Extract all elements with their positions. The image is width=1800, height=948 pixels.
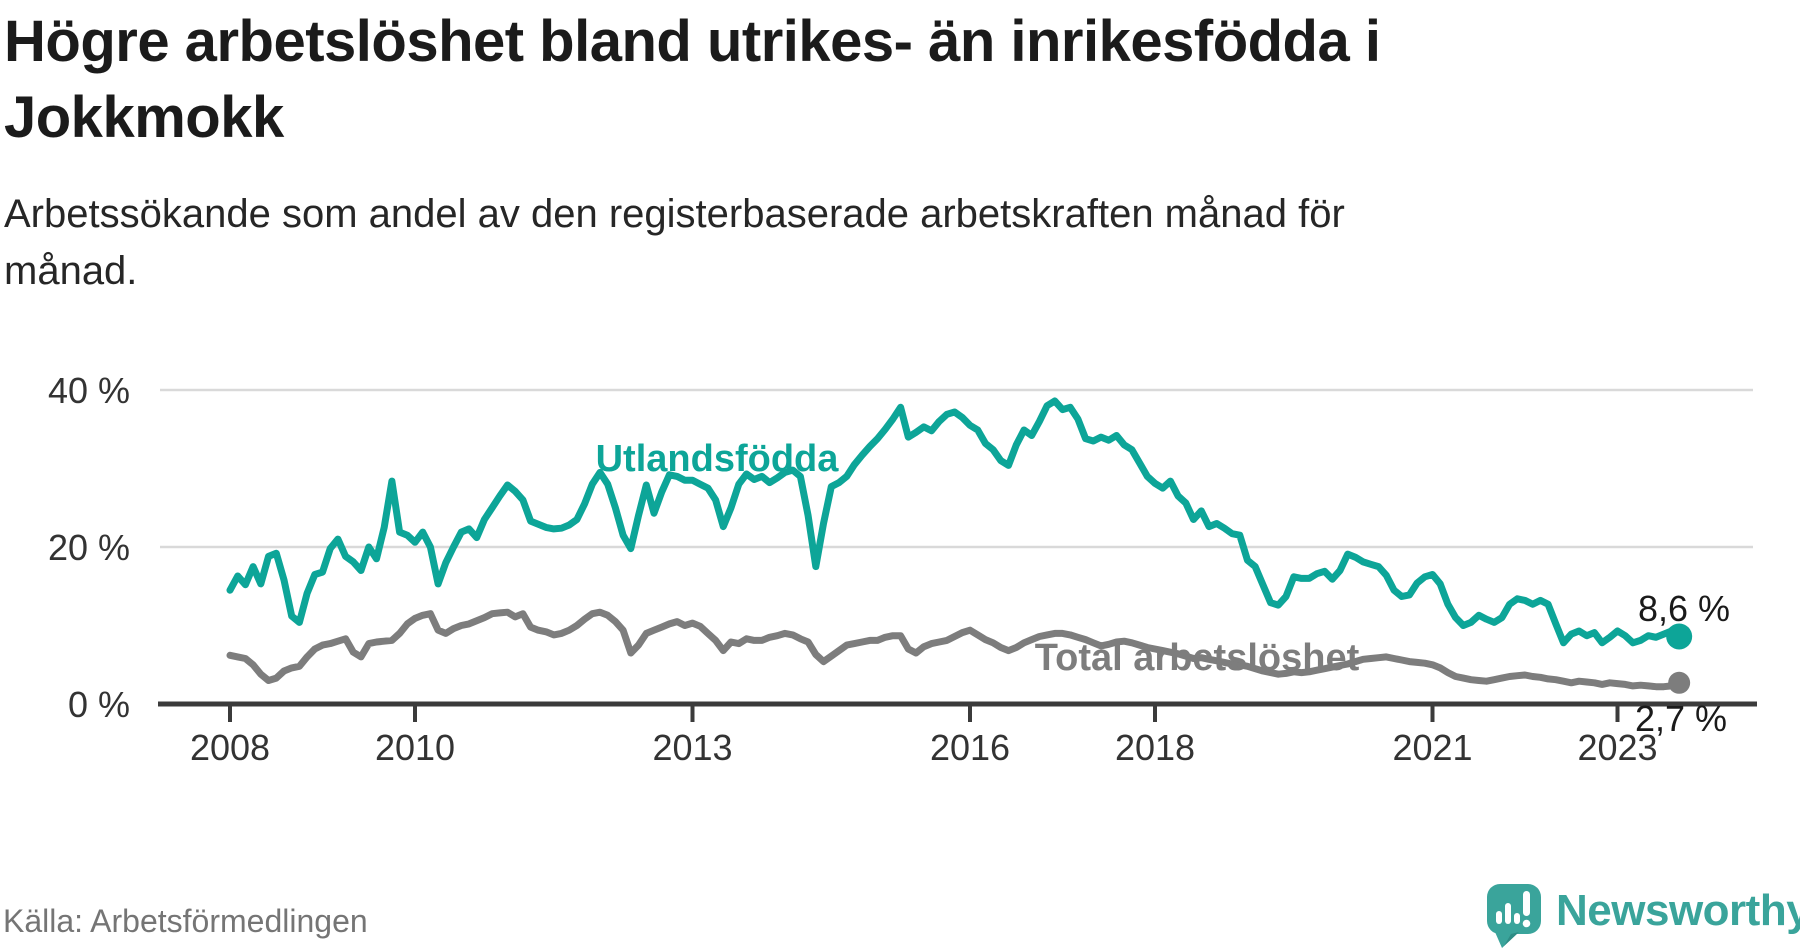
series-label-utlandsfodda: Utlandsfödda [596,438,840,480]
page-title-line-1: Högre arbetslöshet bland utrikes- än inr… [4,9,1381,74]
y-axis-label-0: 0 % [68,684,130,725]
series-line-utlandsfodda [226,397,1683,647]
x-axis-label-2010: 2010 [375,727,455,768]
end-value-label-utlandsfodda: 8,6 % [1638,588,1730,629]
x-axis-label-2008: 2008 [190,727,270,768]
chart-subtitle-line-2: månad. [4,249,138,293]
newsworthy-bubble-chart-icon [1487,884,1541,948]
x-axis-label-2023: 2023 [1577,727,1657,768]
x-axis-label-2016: 2016 [930,727,1010,768]
page-title-line-2: Jokkmokk [4,85,284,150]
page-title: Högre arbetslöshet bland utrikes- än inr… [4,4,1784,156]
newsworthy-wordmark: Newsworthy [1556,886,1800,935]
chart-subtitle: Arbetssökande som andel av den registerb… [4,186,1604,300]
series-end-dot-utlandsfodda [1666,623,1693,650]
x-axis-label-2018: 2018 [1115,727,1195,768]
x-axis-label-2013: 2013 [652,727,732,768]
series-label-total-arbetsloshet: Total arbetslöshet [1035,637,1360,679]
series-line-total-arbetsloshet [226,608,1683,691]
source-attribution: Källa: Arbetsförmedlingen [3,903,368,939]
y-axis-label-20: 20 % [48,527,130,568]
end-value-label-total-arbetsloshet: 2,7 % [1635,698,1727,739]
newsworthy-logo: Newsworthy [1487,884,1800,948]
series-end-dot-total-arbetsloshet [1668,671,1691,694]
x-axis-label-2021: 2021 [1392,727,1472,768]
y-axis-label-40: 40 % [48,370,130,411]
chart-subtitle-line-1: Arbetssökande som andel av den registerb… [4,192,1345,236]
